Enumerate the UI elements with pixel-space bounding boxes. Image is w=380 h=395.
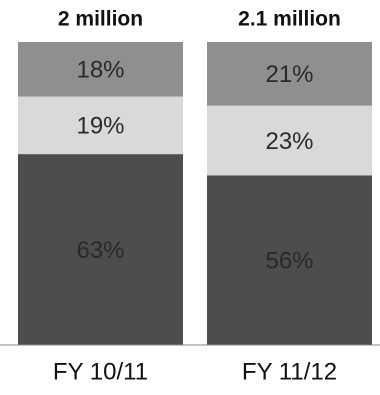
value-label: 56% (265, 248, 313, 275)
x-tick-label: FY 11/12 (242, 358, 337, 385)
value-label: 21% (265, 61, 313, 88)
bar-total-label: 2 million (58, 8, 143, 31)
value-label: 63% (76, 237, 124, 264)
bar-segment (18, 42, 183, 97)
bar-segment (18, 154, 183, 345)
value-label: 23% (265, 128, 313, 155)
bar-segment (207, 105, 372, 176)
bar-segment (18, 96, 183, 155)
value-label: 18% (76, 57, 124, 84)
x-tick-label: FY 10/11 (53, 358, 148, 385)
bar-total-label: 2.1 million (238, 8, 341, 31)
bar-segment (207, 175, 372, 345)
value-label: 19% (76, 113, 124, 140)
bar-segment (207, 42, 372, 106)
